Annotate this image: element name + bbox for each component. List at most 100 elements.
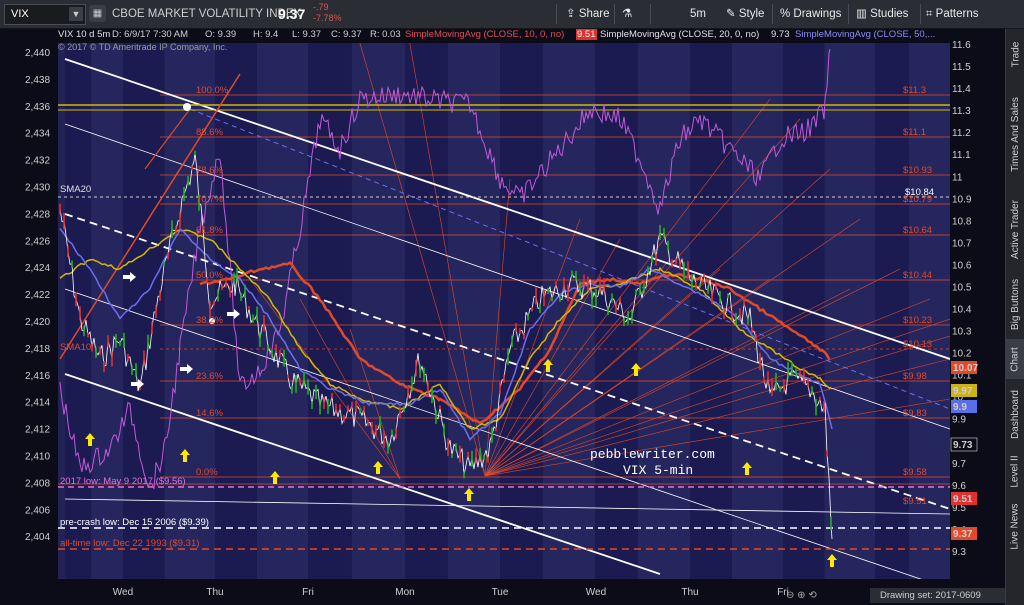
- candle: [495, 427, 497, 432]
- share-button[interactable]: ⇪ Share: [566, 8, 610, 20]
- tab-big-buttons[interactable]: Big Buttons: [1010, 278, 1021, 330]
- left-axis-tick: 2,430: [25, 183, 50, 194]
- candle: [355, 401, 357, 413]
- candle: [244, 284, 246, 298]
- candle: [691, 274, 693, 290]
- sma10-legend-value: 9.51: [576, 29, 597, 40]
- red-trend-line-1: [59, 73, 241, 360]
- candle: [611, 293, 613, 303]
- candle: [523, 332, 525, 340]
- candle: [703, 273, 705, 278]
- fan-line: [484, 335, 950, 477]
- candle: [107, 335, 109, 347]
- candle: [379, 416, 381, 429]
- sma20-legend-value: 9.73: [771, 29, 790, 40]
- candle: [731, 310, 733, 322]
- site-watermark: pebblewriter.com: [590, 447, 715, 462]
- fan-line: [484, 288, 851, 477]
- price-chart[interactable]: 2,440 2,438 2,436 2,434 2,432 2,430 2,428 2,426…: [0, 29, 1005, 605]
- candle: [431, 386, 433, 404]
- left-axis-tick: 2,426: [25, 236, 50, 247]
- session-bands: [58, 43, 950, 579]
- candle: [279, 349, 281, 358]
- candle: [671, 259, 673, 267]
- candle: [367, 419, 369, 426]
- sma20-legend: SimpleMovingAvg (CLOSE, 20, 0, no): [600, 29, 760, 40]
- candle: [175, 225, 177, 234]
- drawings-button[interactable]: % Drawings: [780, 8, 842, 20]
- candle: [667, 240, 669, 251]
- change-percent: -7.78%: [313, 13, 342, 23]
- fib-value-label: $10.79: [903, 194, 932, 205]
- up-arrow-icon: [464, 488, 474, 501]
- left-axis-tick: 2,440: [25, 48, 50, 59]
- right-sidebar: Trade Times And Sales Active Trader Big …: [1005, 29, 1024, 605]
- candle: [607, 306, 609, 315]
- tab-times-and-sales[interactable]: Times And Sales: [1010, 96, 1022, 172]
- fib-levels: [160, 94, 950, 478]
- session-band-day: [65, 43, 92, 579]
- tab-active-trader[interactable]: Active Trader: [1010, 199, 1022, 259]
- chart-area[interactable]: 2,440 2,438 2,436 2,434 2,432 2,430 2,428 2,426…: [0, 29, 1005, 605]
- fib-percent-label: 23.6%: [196, 371, 223, 382]
- grid-icon[interactable]: ▦: [89, 5, 106, 22]
- drawing-set-selector[interactable]: Drawing set: 2017-0609: [870, 588, 1005, 603]
- candle: [675, 258, 677, 265]
- candle: [535, 287, 537, 305]
- candle: [531, 307, 533, 312]
- tab-chart[interactable]: Chart: [1006, 339, 1024, 379]
- open-value: O: 9.39: [205, 29, 237, 40]
- fib-percent-label: 0.0%: [196, 467, 218, 478]
- candle: [707, 285, 709, 294]
- interval-button[interactable]: 5m: [690, 8, 706, 20]
- sma-dashed-line: [189, 108, 950, 410]
- tab-trade[interactable]: Trade: [1010, 41, 1022, 67]
- up-arrow-icon: [631, 363, 641, 376]
- candle: [503, 374, 505, 383]
- candle: [807, 378, 809, 388]
- price-tag-box: [951, 527, 977, 540]
- candle: [435, 410, 437, 424]
- candle: [563, 277, 565, 291]
- candle: [143, 350, 145, 366]
- arrows: [85, 272, 837, 567]
- tab-live-news[interactable]: Live News: [1010, 503, 1022, 550]
- candle: [727, 293, 729, 299]
- studies-button[interactable]: ▥ Studies: [856, 8, 909, 20]
- candle: [179, 212, 181, 230]
- bar-date: D: 6/9/17 7:30 AM: [112, 29, 189, 40]
- candle: [327, 398, 329, 414]
- symbol-input[interactable]: VIX ▼: [4, 4, 86, 25]
- right-axis-tick: 11: [952, 172, 963, 183]
- candle: [59, 203, 61, 214]
- fan-line: [484, 238, 621, 477]
- fib-value-label: $10.93: [903, 165, 932, 176]
- fib-percent-label: 88.6%: [196, 127, 223, 138]
- tab-dashboard[interactable]: Dashboard: [1010, 389, 1022, 439]
- right-arrow-icon: [180, 364, 193, 374]
- candle: [167, 252, 169, 260]
- candle: [248, 305, 250, 311]
- fib-percent-label: 61.8%: [196, 225, 223, 236]
- candle: [395, 427, 397, 439]
- candle: [723, 308, 725, 320]
- candle: [75, 292, 77, 307]
- zoom-controls[interactable]: ⊖ ⊕ ⟲: [786, 590, 817, 601]
- candle: [423, 367, 425, 383]
- price-tag-box: [950, 437, 978, 452]
- fan-line: [484, 258, 671, 477]
- patterns-button[interactable]: ⌗ Patterns: [926, 8, 979, 20]
- fib-value-label: $10.44: [903, 270, 932, 281]
- right-axis-tick: 11.3: [952, 106, 971, 117]
- candle: [639, 283, 641, 295]
- candle: [240, 292, 242, 302]
- fib-percent-label: 38.2%: [196, 315, 223, 326]
- fan-line: [484, 178, 511, 477]
- style-button[interactable]: ✎ Style: [726, 8, 765, 20]
- flask-icon[interactable]: ⚗: [622, 8, 633, 20]
- high-value: H: 9.4: [253, 29, 279, 40]
- candle: [187, 175, 189, 186]
- up-arrow-icon: [85, 433, 95, 446]
- chevron-down-icon[interactable]: ▼: [69, 7, 83, 21]
- tab-level-ii[interactable]: Level II: [1010, 455, 1021, 488]
